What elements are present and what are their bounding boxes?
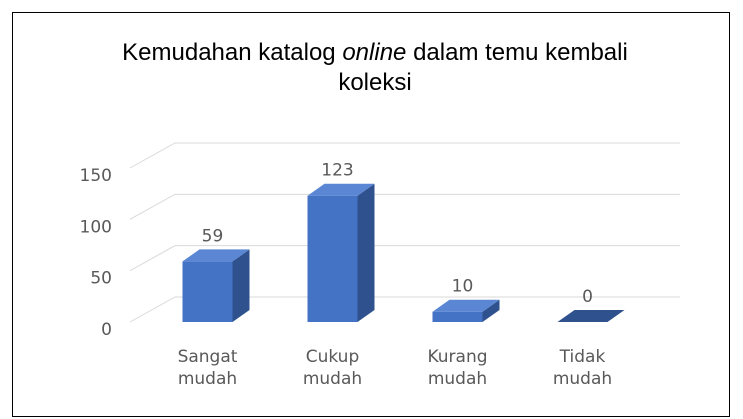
bar-side — [482, 299, 500, 322]
bar-top — [432, 299, 500, 312]
grid-line — [129, 142, 680, 169]
title-part: dalam temu kembali koleksi — [338, 39, 628, 96]
bar-top — [307, 183, 375, 196]
bar-top — [557, 310, 625, 322]
chart-title: Kemudahan katalog online dalam temu kemb… — [100, 38, 650, 98]
value-label: 59 — [202, 226, 224, 246]
bar-front — [307, 195, 358, 322]
x-tick-label: Cukup mudah — [302, 347, 363, 389]
bar-side — [357, 183, 375, 322]
bar-side — [232, 249, 250, 322]
bar-front — [182, 261, 233, 322]
y-tick-label: 0 — [101, 320, 112, 340]
value-label: 10 — [452, 277, 474, 297]
grid-line — [129, 296, 680, 323]
x-tick-label: Tidak mudah — [552, 347, 613, 389]
y-tick-label: 150 — [80, 166, 112, 186]
y-tick-label: 50 — [90, 269, 112, 289]
y-tick-label: 100 — [80, 217, 112, 237]
grid-line — [129, 245, 680, 272]
value-label: 123 — [321, 161, 353, 181]
x-tick-label: Sangat mudah — [177, 347, 238, 389]
x-tick-label: Kurang mudah — [427, 347, 488, 389]
value-label: 0 — [582, 287, 593, 307]
title-part: online — [342, 39, 407, 66]
chart-frame — [12, 12, 730, 417]
bar-top — [182, 249, 250, 262]
bar-front — [432, 311, 483, 322]
grid-line — [129, 193, 680, 220]
title-part: Kemudahan katalog — [122, 39, 336, 66]
